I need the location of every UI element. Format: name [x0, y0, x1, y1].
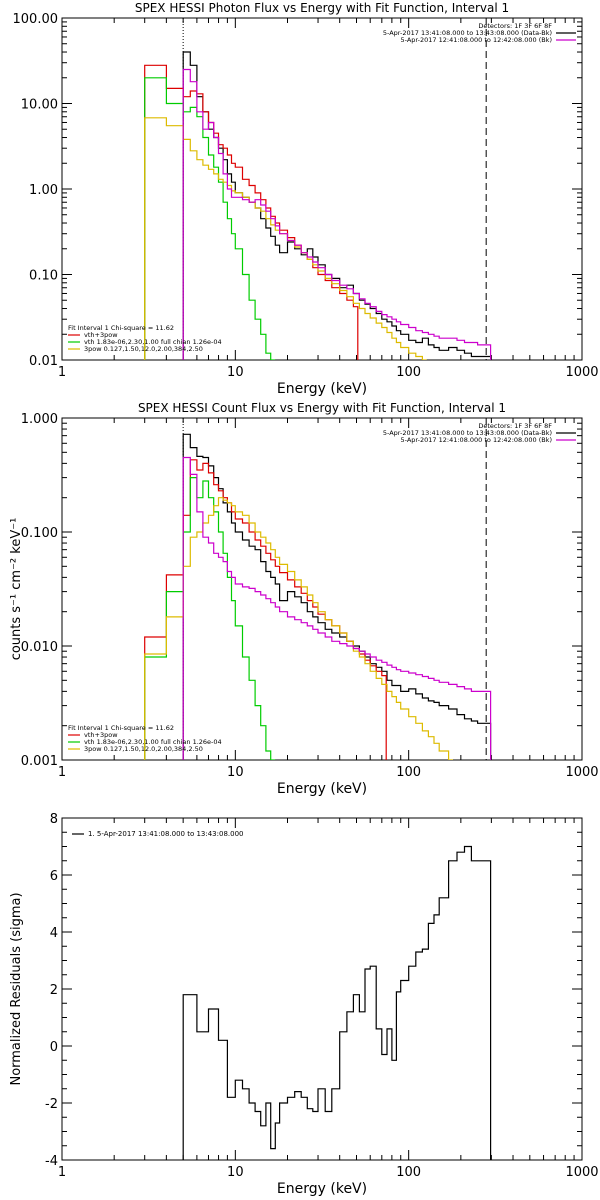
series-line-2 [144, 459, 387, 760]
header-text: Detectors: 1F 3F 6F 8F [478, 22, 552, 30]
x-tick-label: 1 [58, 765, 66, 780]
y-tick-label: 100.00 [13, 12, 59, 27]
x-tick-label: 10 [227, 1165, 244, 1180]
chart-title: SPEX HESSI Count Flux vs Energy with Fit… [138, 401, 506, 415]
y-tick-label: -2 [45, 1097, 58, 1112]
series-line-3 [144, 477, 276, 760]
y-tick-label: 1.000 [21, 412, 58, 427]
series-line-4 [144, 117, 427, 360]
chart-title: SPEX HESSI Photon Flux vs Energy with Fi… [135, 1, 509, 15]
x-tick-label: 1000 [565, 365, 598, 380]
legend-text: 3pow 0.127,1.50,12.0,2.00,384,2.50 [84, 745, 203, 753]
x-tick-label: 10 [227, 765, 244, 780]
x-tick-label: 100 [396, 365, 421, 380]
plot-frame [61, 817, 583, 1161]
series-line-1 [182, 433, 492, 760]
chart-panel-1: SPEX HESSI Photon Flux vs Energy with Fi… [13, 1, 599, 397]
y-tick-label: 1.00 [29, 183, 58, 198]
plot-area [144, 18, 492, 360]
y-tick-label: 0.010 [21, 640, 58, 655]
y-tick-label: 10.00 [21, 98, 58, 113]
legend-text: vth+3pow [84, 331, 118, 339]
x-tick-label: 1000 [565, 1165, 598, 1180]
y-tick-label: 0.001 [21, 754, 58, 769]
series-line-4 [144, 497, 453, 760]
chart-panel-3: 1 10 100 1000 Energy (keV) -4 -2 0 2 4 6 8 Normalize… [9, 812, 599, 1197]
x-axis-label: Energy (keV) [277, 381, 367, 397]
plot-frame [61, 17, 583, 361]
legend-text: vth 1.83e-06,2.30,1.00 full chian 1.26e-… [84, 338, 222, 346]
chart-panel-2: SPEX HESSI Count Flux vs Energy with Fit… [9, 401, 599, 797]
y-axis-label: Normalized Residuals (sigma) [9, 892, 24, 1085]
x-tick-label: 100 [396, 765, 421, 780]
header-text: 5-Apr-2017 13:41:08.000 to 13:43:08.000 … [383, 429, 552, 437]
plot-area [182, 845, 492, 1160]
y-tick-label: 0.100 [21, 526, 58, 541]
y-tick-label: 0 [50, 1040, 58, 1055]
series-line-1 [182, 845, 492, 1160]
series-line-5 [182, 68, 492, 360]
x-axis-label: Energy (keV) [277, 781, 367, 797]
y-tick-label: 4 [50, 926, 58, 941]
y-tick-label: 2 [50, 983, 58, 998]
legend-text: 1. 5-Apr-2017 13:41:08.000 to 13:43:08.0… [88, 830, 243, 838]
legend-text: Fit Interval 1 Chi-square = 11.62 [68, 324, 174, 332]
x-tick-label: 1 [58, 365, 66, 380]
legend-text: Fit Interval 1 Chi-square = 11.62 [68, 724, 174, 732]
x-tick-label: 1000 [565, 765, 598, 780]
header-text: 5-Apr-2017 13:41:08.000 to 13:43:08.000 … [383, 29, 552, 37]
legend-text: vth 1.83e-06,2.30,1.00 full chian 1.26e-… [84, 738, 222, 746]
x-tick-label: 100 [396, 1165, 421, 1180]
legend-text: 3pow 0.127,1.50,12.0,2.00,384,2.50 [84, 345, 203, 353]
series-line-2 [144, 64, 359, 360]
header-text: 5-Apr-2017 12:41:08.000 to 12:42:08.000 … [401, 436, 552, 444]
series-line-1 [182, 51, 492, 360]
y-tick-label: -4 [45, 1154, 58, 1169]
header-text: Detectors: 1F 3F 6F 8F [478, 422, 552, 430]
plot-area [144, 418, 492, 760]
y-axis-label: counts s⁻¹ cm⁻² keV⁻¹ [9, 518, 24, 661]
legend-text: vth+3pow [84, 731, 118, 739]
series-line-5 [182, 456, 492, 760]
x-tick-label: 10 [227, 365, 244, 380]
y-tick-label: 0.01 [29, 354, 58, 369]
y-tick-label: 8 [50, 812, 58, 827]
y-tick-label: 6 [50, 869, 58, 884]
series-line-3 [144, 77, 276, 360]
plot-frame [61, 417, 583, 761]
header-text: 5-Apr-2017 12:41:08.000 to 12:42:08.000 … [401, 36, 552, 44]
x-axis-label: Energy (keV) [277, 1181, 367, 1197]
x-tick-label: 1 [58, 1165, 66, 1180]
y-tick-label: 0.10 [29, 269, 58, 284]
